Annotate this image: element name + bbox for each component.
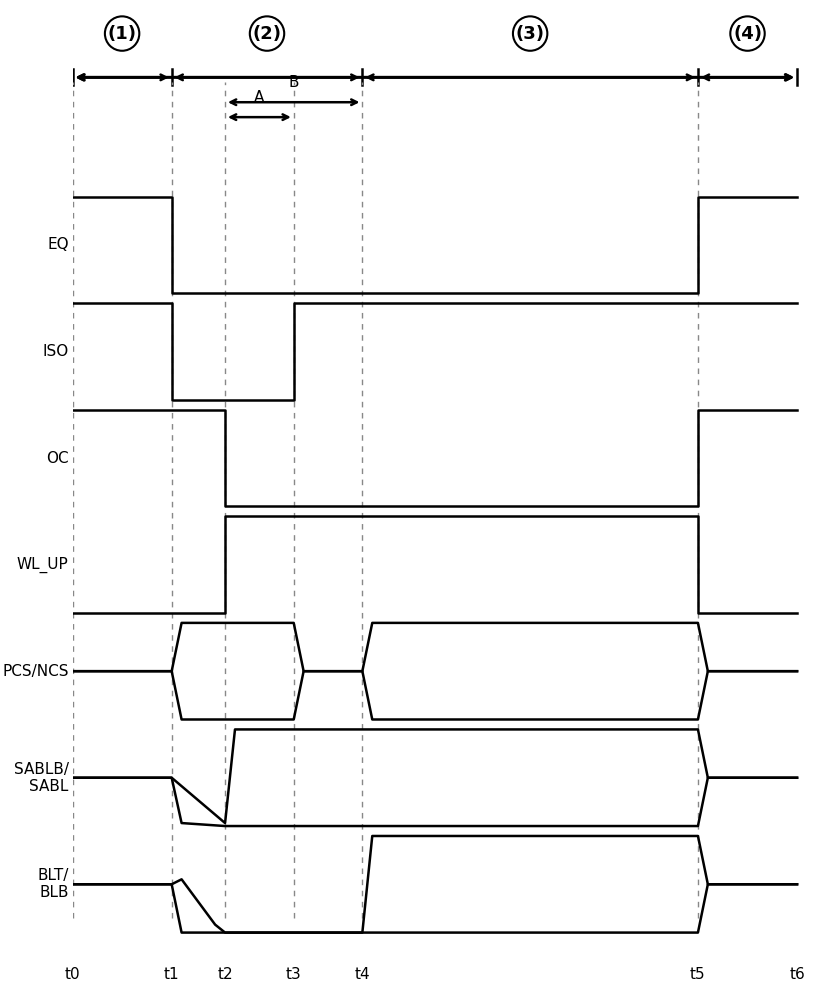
Text: t3: t3 [286,967,302,982]
Text: t1: t1 [164,967,179,982]
Text: t4: t4 [354,967,370,982]
Text: (3): (3) [515,25,545,43]
Text: t6: t6 [789,967,805,982]
Text: WL_UP: WL_UP [17,557,69,573]
Text: t5: t5 [691,967,706,982]
Text: t0: t0 [65,967,80,982]
Text: PCS/NCS: PCS/NCS [3,664,69,679]
Text: EQ: EQ [47,237,69,252]
Text: A: A [254,90,265,105]
Text: SABLB/
SABL: SABLB/ SABL [13,762,69,794]
Text: (2): (2) [252,25,282,43]
Text: BLT/
BLB: BLT/ BLB [38,868,69,900]
Text: B: B [288,75,299,90]
Text: t2: t2 [217,967,233,982]
Text: OC: OC [46,451,69,466]
Text: ISO: ISO [43,344,69,359]
Text: (1): (1) [107,25,137,43]
Text: (4): (4) [733,25,762,43]
